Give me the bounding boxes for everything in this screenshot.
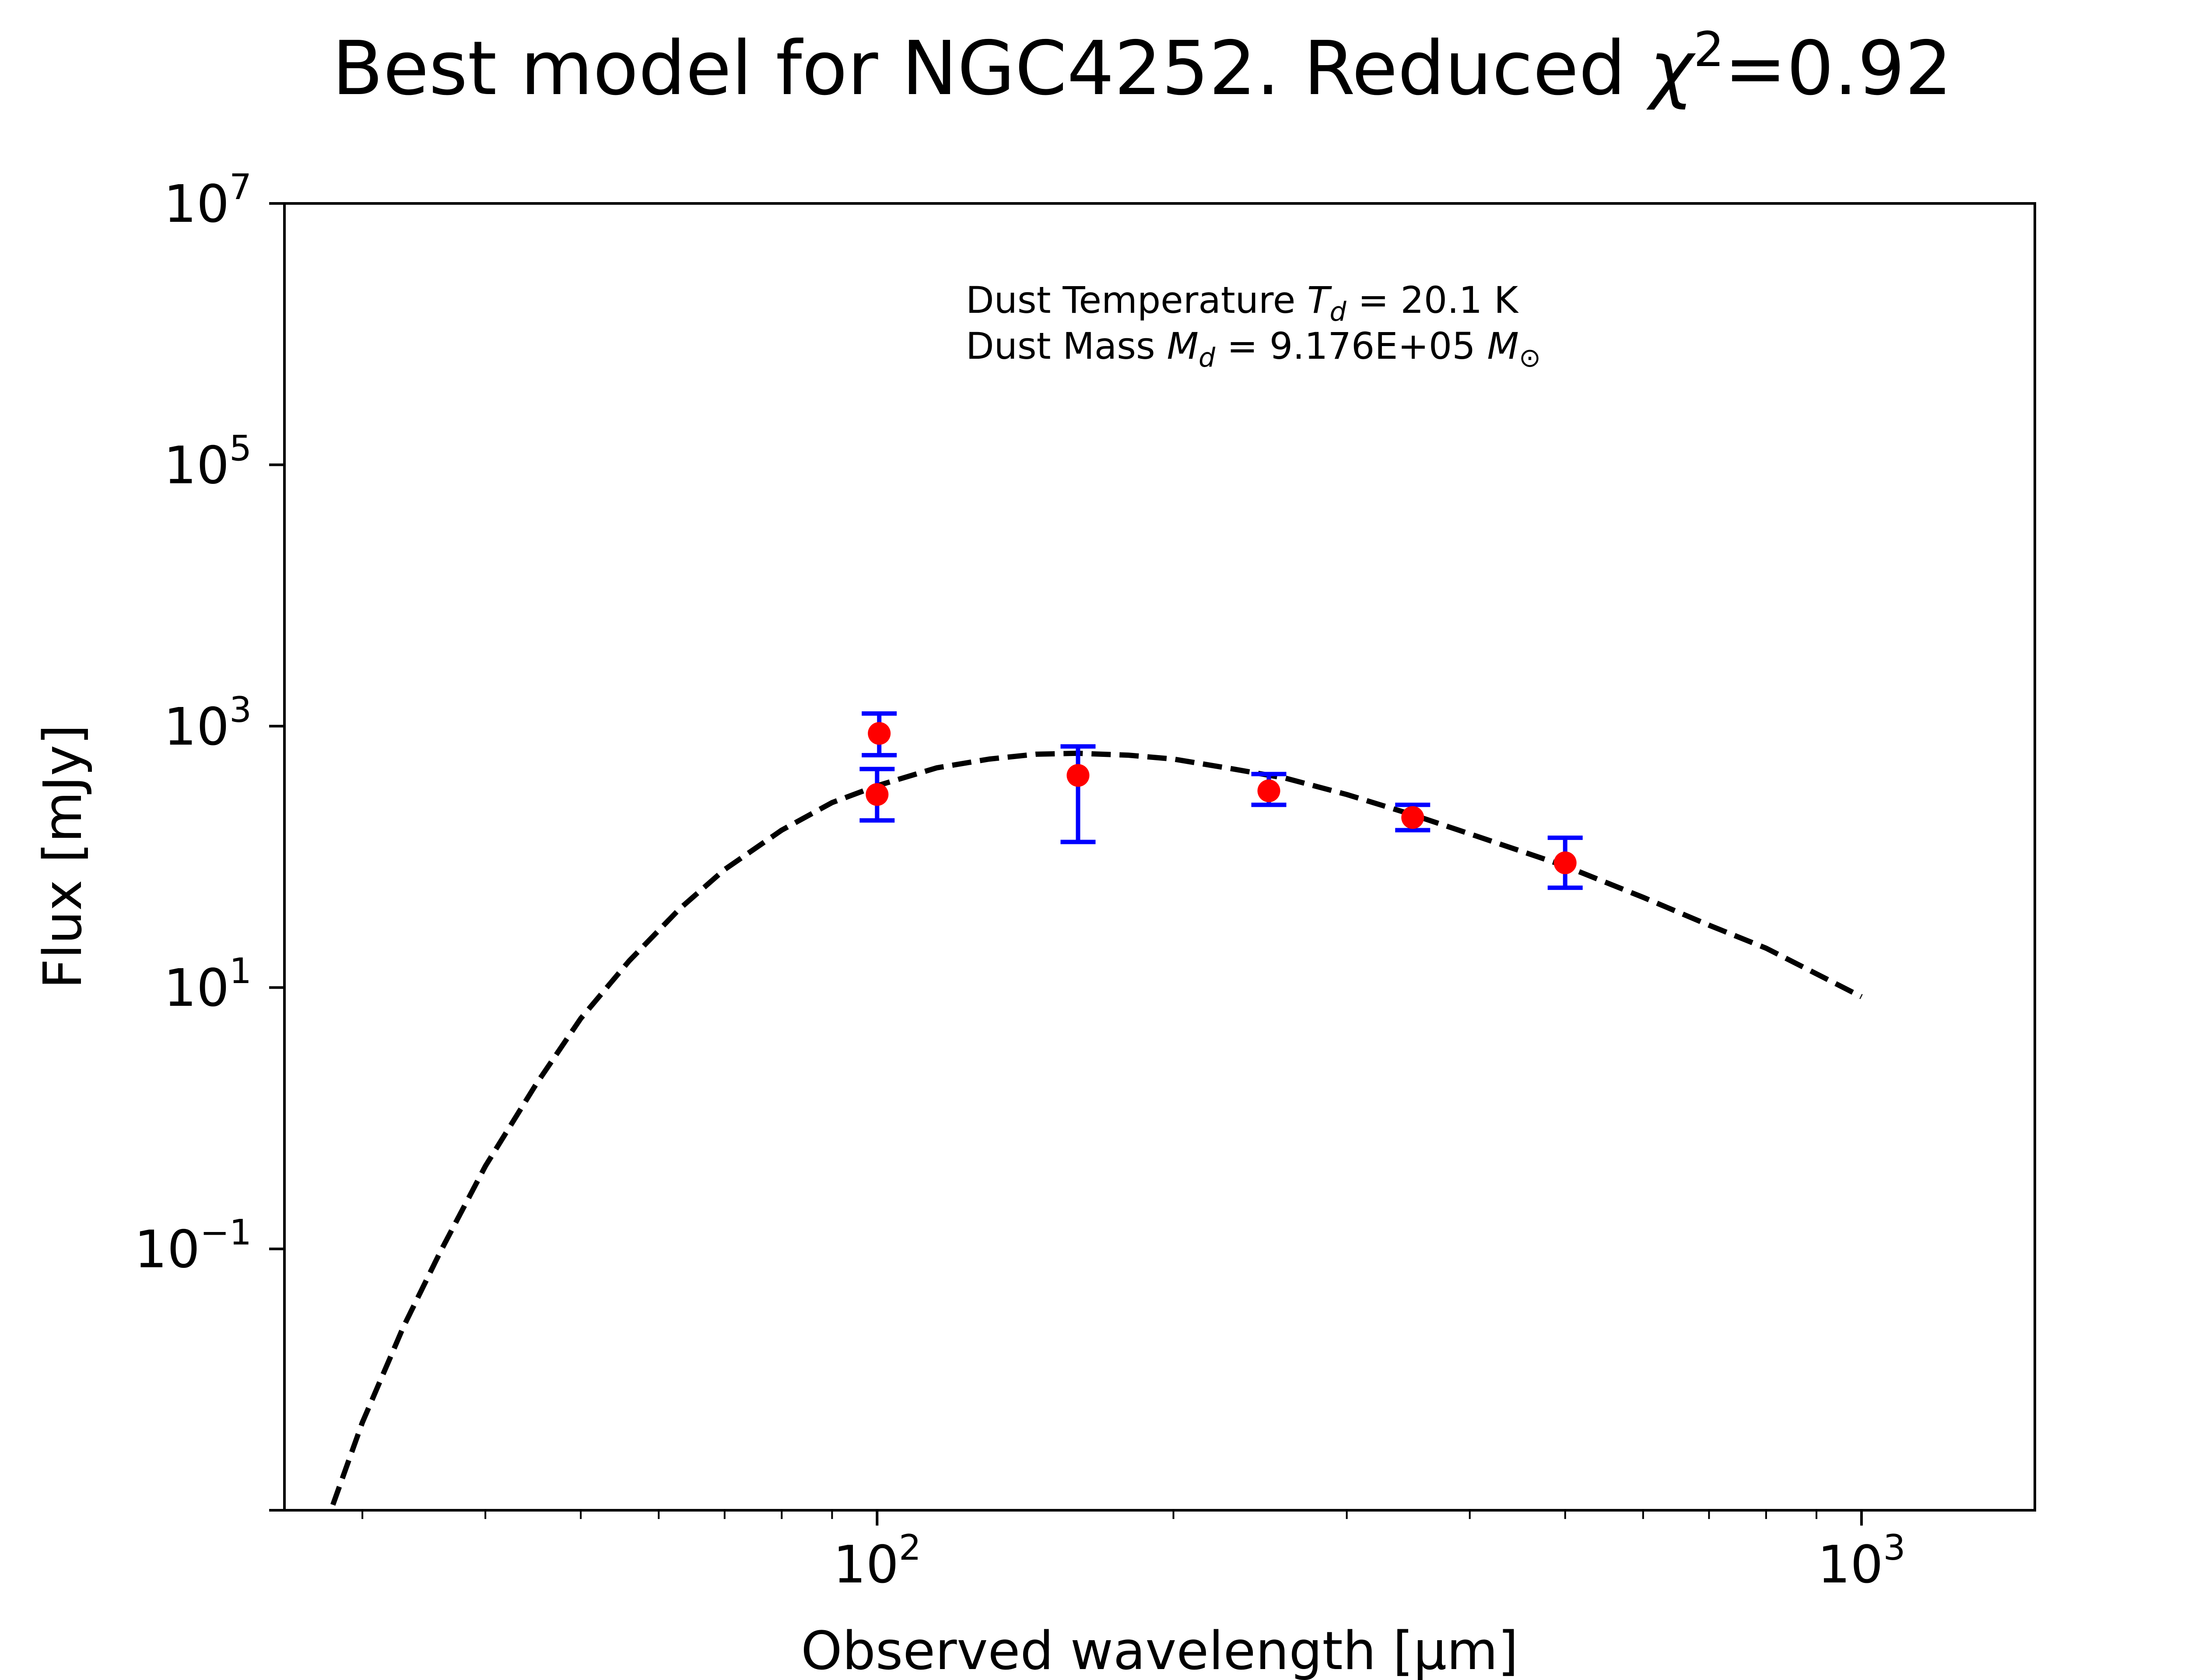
data-point: [1257, 779, 1280, 802]
y-tick-label: 105: [164, 428, 252, 495]
data-point: [866, 783, 889, 806]
model-curve: [330, 750, 1863, 1506]
title-text: Best model for NGC4252. Reduced: [332, 25, 1650, 112]
temperature-symbol: T: [1307, 279, 1332, 322]
model-curve-group: [330, 750, 1863, 1506]
x-tick-label: 102: [833, 1527, 921, 1595]
mass-unit-symbol: M: [1487, 325, 1518, 368]
y-tick-label: 10−1: [134, 1212, 252, 1280]
data-points-group: [859, 711, 1583, 890]
mass-prefix: Dust Mass: [966, 325, 1167, 368]
mass-value: = 9.176E+05: [1215, 325, 1487, 368]
temperature-value: = 20.1 K: [1346, 279, 1519, 322]
data-point: [1401, 806, 1424, 829]
mass-subscript: d: [1199, 343, 1216, 373]
y-axis: 107 105 103 101 10−1: [134, 167, 284, 1512]
chart-title: Best model for NGC4252. Reduced χ2=0.92: [332, 21, 1952, 112]
data-point: [1553, 851, 1577, 875]
dust-temperature-annotation: Dust Temperature Td = 20.1 K: [966, 279, 1519, 327]
x-axis-label: Observed wavelength [μm]: [801, 1621, 1518, 1680]
title-chi-symbol: χ: [1646, 25, 1696, 112]
title-chi-value: =0.92: [1724, 25, 1952, 112]
data-point: [868, 722, 891, 745]
mass-symbol: M: [1167, 325, 1199, 368]
title-chi-exponent: 2: [1694, 21, 1724, 77]
data-point: [1066, 764, 1090, 787]
y-tick-label: 103: [164, 690, 252, 757]
y-tick-label: 107: [164, 167, 252, 234]
y-axis-label: Flux [mJy]: [33, 724, 94, 989]
x-axis: 102 103: [361, 1510, 1905, 1595]
y-tick-label: 101: [164, 951, 252, 1018]
temperature-subscript: d: [1329, 297, 1346, 327]
mass-unit-subscript: ⊙: [1519, 343, 1541, 373]
x-tick-label: 103: [1817, 1527, 1905, 1595]
plot-area: [283, 202, 2036, 1512]
temperature-prefix: Dust Temperature: [966, 279, 1307, 322]
dust-mass-annotation: Dust Mass Md = 9.176E+05 M⊙: [966, 325, 1541, 373]
